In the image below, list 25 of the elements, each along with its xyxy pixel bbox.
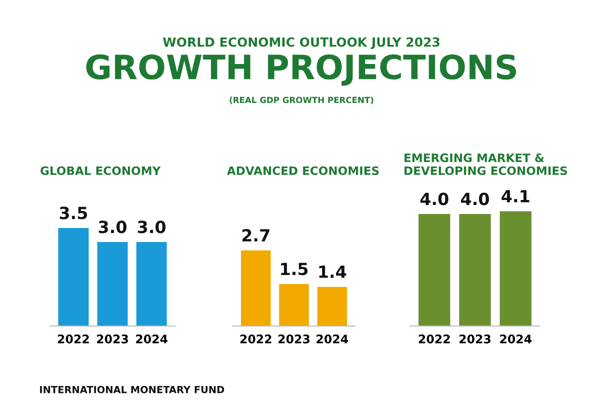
text: GROWTH PROJECTIONS	[86, 54, 516, 86]
data-label: 2.7	[242, 229, 270, 242]
x-tick-label: 2024	[316, 334, 348, 344]
chart-title: ADVANCED ECONOMIES	[226, 166, 379, 176]
data-label: 1.5	[281, 262, 308, 276]
text: WORLD ECONOMIC OUTLOOK JULY 2023	[162, 37, 440, 50]
x-tick-label: 2022	[418, 334, 450, 344]
text: (REAL GDP GROWTH PERCENT)	[230, 96, 374, 104]
data-label: 3.5	[60, 206, 88, 220]
data-label: 3.0	[138, 220, 166, 234]
x-tick-label: 2022	[240, 334, 272, 344]
data-label: 4.1	[502, 190, 530, 202]
x-tick-label: 2023	[278, 334, 310, 344]
chart-title: GLOBAL ECONOMY	[40, 166, 161, 176]
x-tick-label: 2024	[500, 334, 532, 344]
data-label: 4.0	[460, 192, 489, 206]
x-tick-label: 2023	[460, 334, 490, 344]
data-label: 4.0	[420, 192, 448, 206]
chart-title: EMERGING MARKET & DEVELOPING ECONOMIES	[404, 153, 568, 176]
data-label: 1.4	[319, 266, 346, 278]
data-label: 3.0	[98, 220, 126, 234]
text: INTERNATIONAL MONETARY FUND	[40, 386, 224, 394]
x-tick-label: 2023	[97, 334, 128, 344]
x-tick-label: 2022	[58, 334, 89, 344]
x-tick-label: 2024	[136, 334, 168, 344]
